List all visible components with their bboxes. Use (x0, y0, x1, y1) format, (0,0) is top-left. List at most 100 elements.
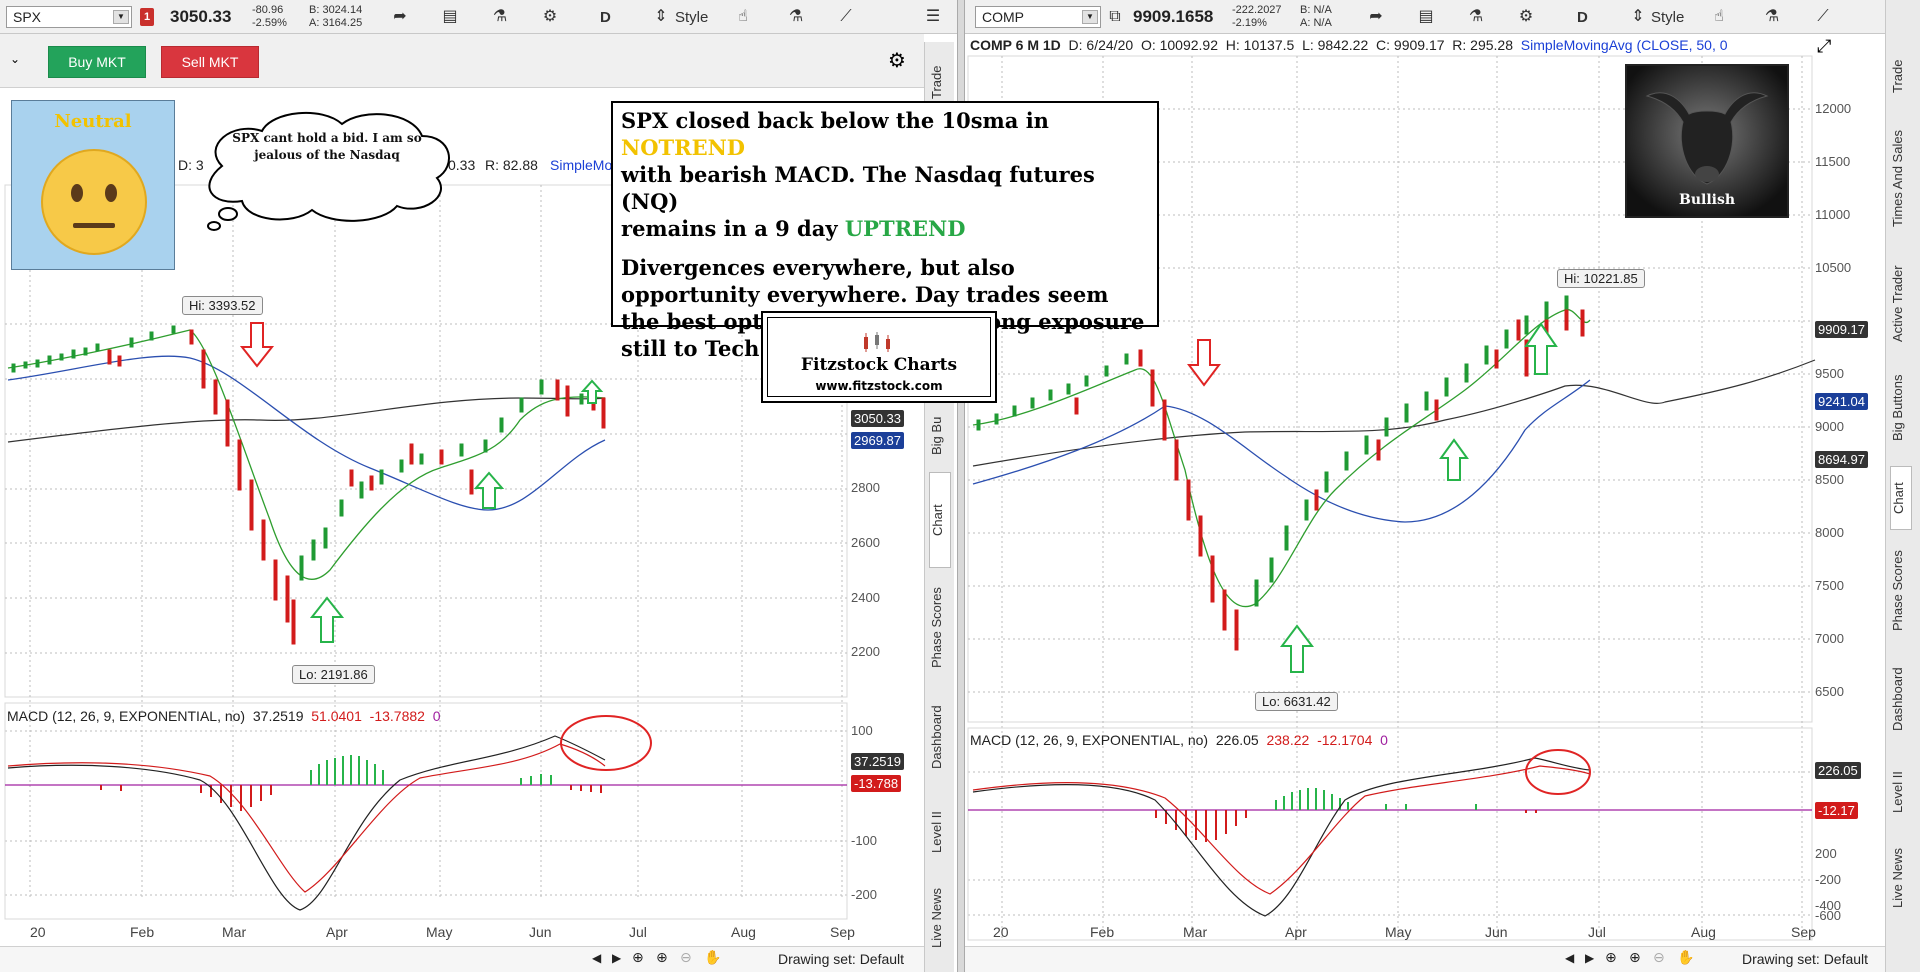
left-lo-callout: Lo: 2191.86 (292, 665, 375, 684)
left-drawing-set[interactable]: Drawing set: Default (778, 951, 905, 967)
gear-icon[interactable]: ⚙ (1518, 8, 1534, 25)
right-macd-diff-tag: -12.17 (1815, 802, 1858, 819)
tab-times-and-sales[interactable]: Times And Sales (1890, 129, 1905, 227)
left-month-label: Mar (222, 924, 247, 940)
logo-url: www.fitzstock.com (815, 379, 943, 393)
tab-live-news[interactable]: Live News (1890, 848, 1905, 908)
drawing-tools-icon[interactable]: ⟋ (1817, 8, 1829, 25)
bullish-sentiment-box: Bullish (1625, 64, 1789, 218)
tab-phase-scores[interactable]: Phase Scores (929, 587, 944, 669)
right-green-up-arrow-2 (1439, 438, 1469, 481)
neutral-face-icon (41, 149, 147, 255)
right-price-label: 7000 (1815, 631, 1844, 646)
scroll-left-icon[interactable]: ◀ (592, 951, 602, 965)
menu-icon[interactable]: ☰ (925, 8, 941, 25)
crosshair-icon[interactable]: ⊕ (632, 949, 644, 965)
right-price-label: 7500 (1815, 578, 1844, 593)
pan-hand-icon[interactable]: ✋ (704, 949, 722, 965)
tab-active-trader[interactable]: Active Trader (1890, 265, 1905, 343)
left-month-label: Apr (326, 924, 348, 940)
drawing-tools-icon[interactable]: ⟋ (840, 8, 852, 25)
right-price-label: 9000 (1815, 419, 1844, 434)
trade-settings-gear-icon[interactable]: ⚙ (888, 50, 906, 72)
tab-dashboard[interactable]: Dashboard (929, 705, 944, 769)
right-symbol-input[interactable]: COMP ▼ (975, 6, 1101, 28)
left-month-label: Jul (629, 924, 647, 940)
left-price-label: 2400 (851, 590, 880, 605)
left-price-label: 2200 (851, 644, 880, 659)
pan-hand-icon[interactable]: ✋ (1677, 949, 1695, 965)
studies-flask-icon[interactable]: ⚗ (1764, 8, 1780, 25)
right-month-label: Apr (1285, 924, 1307, 940)
zoom-out-icon[interactable]: ⊖ (1653, 949, 1665, 965)
pointer-hand-icon[interactable]: ☝ (1714, 8, 1724, 25)
pane-splitter[interactable] (957, 0, 965, 972)
buy-mkt-button[interactable]: Buy MKT (48, 46, 146, 78)
left-change: -80.96 -2.59% (252, 4, 287, 29)
chevron-down-icon[interactable]: ▼ (1082, 10, 1098, 24)
tab-chart[interactable]: Chart (929, 472, 951, 568)
left-style-menu[interactable]: Style (675, 9, 709, 26)
scroll-right-icon[interactable]: ▶ (1585, 951, 1595, 965)
right-price-label: 9500 (1815, 366, 1844, 381)
news-icon[interactable]: ▤ (442, 8, 458, 25)
pointer-hand-icon[interactable]: ☝ (738, 8, 748, 25)
left-bottom-bar: ◀ ▶ ⊕ ⊕ ⊖ ✋ Drawing set: Default (0, 946, 924, 972)
right-month-label: Sep (1791, 924, 1816, 940)
right-macd-axis-label: -600 (1815, 908, 1842, 923)
neutral-sentiment-box: Neutral (11, 100, 175, 270)
scroll-left-icon[interactable]: ◀ (1565, 951, 1575, 965)
tab-chart[interactable]: Chart (1890, 466, 1912, 530)
left-last-price-tag: 3050.33 (851, 410, 904, 427)
left-month-label: 20 (30, 924, 46, 940)
flask-icon[interactable]: ⚗ (492, 8, 508, 25)
left-month-label: Feb (130, 924, 155, 940)
studies-flask-icon[interactable]: ⚗ (788, 8, 804, 25)
left-month-label: Sep (830, 924, 855, 940)
collapse-chevron-icon[interactable]: ⌄ (10, 52, 21, 66)
left-red-down-arrow (239, 322, 275, 368)
left-green-up-arrow-1 (309, 596, 345, 643)
tab-level-ii[interactable]: Level II (929, 811, 944, 853)
tab-dashboard[interactable]: Dashboard (1890, 667, 1905, 731)
right-sma50-tag: 9241.04 (1815, 393, 1868, 410)
style-icon[interactable]: ⇕ (654, 8, 668, 25)
flask-icon[interactable]: ⚗ (1468, 8, 1484, 25)
tab-trade[interactable]: Trade (1890, 59, 1905, 93)
expand-icon[interactable]: ⤢ (1817, 36, 1832, 56)
gear-icon[interactable]: ⚙ (542, 8, 558, 25)
right-drawing-set[interactable]: Drawing set: Default (1742, 951, 1869, 967)
chevron-down-icon[interactable]: ▼ (113, 10, 129, 24)
tab-big-buttons[interactable]: Big Buttons (1890, 374, 1905, 442)
left-macd-circle (560, 715, 652, 771)
left-symbol-input[interactable]: SPX ▼ (6, 6, 132, 28)
right-period-button[interactable]: D (1577, 9, 1588, 26)
zoom-out-icon[interactable]: ⊖ (680, 949, 692, 965)
news-icon[interactable]: ▤ (1418, 8, 1434, 25)
right-price-label: 6500 (1815, 684, 1844, 699)
bullish-label: Bullish (1678, 192, 1736, 208)
right-change: -222.2027 -2.19% (1232, 4, 1282, 29)
link-icon[interactable]: ⧉ (1109, 8, 1121, 25)
tab-big-buttons[interactable]: Big Bu (929, 416, 944, 456)
tab-live-news[interactable]: Live News (929, 888, 944, 948)
logo-candles-icon (864, 332, 890, 352)
style-icon[interactable]: ⇕ (1631, 8, 1645, 25)
left-period-button[interactable]: D (600, 9, 611, 26)
right-macd-axis-label: -400 (1815, 898, 1842, 913)
sell-mkt-button[interactable]: Sell MKT (161, 46, 259, 78)
zoom-in-icon[interactable]: ⊕ (1629, 949, 1641, 965)
share-icon[interactable]: ➦ (393, 8, 407, 25)
tab-level-ii[interactable]: Level II (1890, 771, 1905, 813)
right-month-label: 20 (993, 924, 1009, 940)
right-price-chart[interactable] (965, 0, 1885, 972)
share-icon[interactable]: ➦ (1369, 8, 1383, 25)
scroll-right-icon[interactable]: ▶ (612, 951, 622, 965)
tab-phase-scores[interactable]: Phase Scores (1890, 550, 1905, 632)
alert-badge[interactable]: 1 (140, 8, 154, 26)
crosshair-icon[interactable]: ⊕ (1605, 949, 1617, 965)
zoom-in-icon[interactable]: ⊕ (656, 949, 668, 965)
right-price-label: 11000 (1815, 207, 1851, 222)
right-price-label: 11500 (1815, 154, 1851, 169)
right-style-menu[interactable]: Style (1651, 9, 1685, 26)
